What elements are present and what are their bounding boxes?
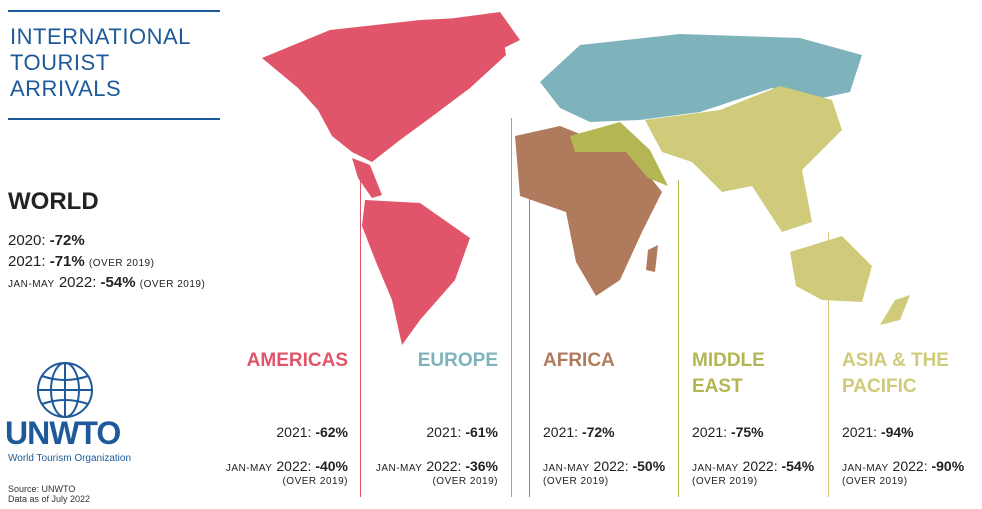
source-line: Data as of July 2022 bbox=[8, 494, 91, 504]
region-name-line: ASIA & THE bbox=[842, 350, 949, 371]
note: (OVER 2019) bbox=[842, 476, 908, 487]
region-name-line: AMERICAS bbox=[246, 350, 348, 371]
note: (OVER 2019) bbox=[692, 476, 758, 487]
note: (OVER 2019) bbox=[432, 476, 498, 487]
period-prefix: JAN-MAY bbox=[375, 463, 423, 474]
middle-east-map bbox=[570, 122, 668, 186]
title-line: TOURIST bbox=[10, 50, 110, 75]
year-label: 2021: bbox=[426, 424, 462, 440]
africa-map bbox=[515, 126, 662, 296]
year-label: 2022: bbox=[742, 458, 778, 474]
year-label: 2021: bbox=[8, 253, 46, 270]
title-line: ARRIVALS bbox=[10, 76, 122, 101]
year-label: 2022: bbox=[276, 458, 312, 474]
logo-globe bbox=[37, 362, 93, 418]
stat-2022: JAN-MAY 2022: -90% bbox=[842, 458, 970, 474]
region-name: AFRICA bbox=[543, 348, 671, 402]
source-line: Source: UNWTO bbox=[8, 484, 76, 494]
note: (OVER 2019) bbox=[88, 258, 155, 269]
stat-2022: JAN-MAY 2022: -36% bbox=[350, 458, 498, 474]
region-line bbox=[678, 180, 679, 497]
region-name: ASIA & THE PACIFIC bbox=[842, 348, 970, 402]
stat-2022: JAN-MAY 2022: -54% bbox=[692, 458, 820, 474]
region: AMERICAS 2021: -62% JAN-MAY 2022: -40% (OVE… bbox=[200, 348, 348, 487]
change-value: -61% bbox=[465, 424, 498, 440]
region: AFRICA 2021: -72% JAN-MAY 2022: -50% (OVER … bbox=[543, 348, 671, 487]
period-prefix: JAN-MAY bbox=[225, 463, 273, 474]
stat-2022: JAN-MAY 2022: -40% bbox=[200, 458, 348, 474]
title-rule bbox=[8, 10, 220, 12]
logo-name: UNWTO bbox=[5, 415, 121, 451]
stat-2021: 2021: -61% bbox=[350, 424, 498, 440]
year-label: 2021: bbox=[543, 424, 579, 440]
change-value: -72% bbox=[49, 232, 85, 249]
region-name-line: MIDDLE bbox=[692, 350, 765, 371]
region: EUROPE 2021: -61% JAN-MAY 2022: -36% (OVER … bbox=[350, 348, 498, 487]
region-line bbox=[529, 196, 530, 497]
world-row: 2021: -71% (OVER 2019) bbox=[8, 253, 154, 270]
region-name: AMERICAS bbox=[200, 348, 348, 402]
change-value: -40% bbox=[315, 458, 348, 474]
americas-map bbox=[262, 12, 520, 345]
year-label: 2022: bbox=[58, 274, 97, 291]
year-label: 2021: bbox=[842, 424, 878, 440]
source: Source: UNWTO Data as of July 2022 bbox=[8, 484, 90, 504]
period-prefix: JAN-MAY bbox=[8, 279, 55, 290]
region-name-line: EUROPE bbox=[417, 350, 498, 371]
region-name-line: AFRICA bbox=[543, 350, 615, 371]
period-prefix: JAN-MAY bbox=[543, 463, 590, 474]
year-label: 2022: bbox=[892, 458, 928, 474]
change-value: -71% bbox=[49, 253, 85, 270]
stat-2022: JAN-MAY 2022: -50% bbox=[543, 458, 671, 474]
region: MIDDLE EAST 2021: -75% JAN-MAY 2022: -54% (O… bbox=[692, 348, 820, 487]
year-label: 2020: bbox=[8, 232, 46, 249]
stat-2021: 2021: -62% bbox=[200, 424, 348, 440]
region-line bbox=[360, 172, 361, 497]
logo-subtitle: World Tourism Organization bbox=[8, 453, 132, 464]
change-value: -54% bbox=[781, 458, 815, 474]
year-label: 2022: bbox=[426, 458, 462, 474]
change-value: -62% bbox=[315, 424, 348, 440]
year-label: 2022: bbox=[593, 458, 629, 474]
year-label: 2021: bbox=[276, 424, 312, 440]
note: (OVER 2019) bbox=[282, 476, 348, 487]
period-prefix: JAN-MAY bbox=[842, 463, 889, 474]
change-value: -94% bbox=[880, 424, 914, 440]
year-label: 2021: bbox=[692, 424, 728, 440]
change-value: -72% bbox=[581, 424, 615, 440]
world-heading: WORLD bbox=[8, 188, 99, 215]
stat-2021: 2021: -75% bbox=[692, 424, 820, 440]
region-name-line: PACIFIC bbox=[842, 376, 917, 397]
change-value: -50% bbox=[632, 458, 666, 474]
change-value: -75% bbox=[730, 424, 764, 440]
title-rule bbox=[8, 118, 220, 120]
note: (OVER 2019) bbox=[139, 279, 206, 290]
note: (OVER 2019) bbox=[543, 476, 609, 487]
region-line bbox=[828, 232, 829, 497]
region-name: EUROPE bbox=[350, 348, 498, 402]
region-name-line: EAST bbox=[692, 376, 743, 397]
period-prefix: JAN-MAY bbox=[692, 463, 739, 474]
title-line: INTERNATIONAL bbox=[10, 24, 191, 49]
change-value: -36% bbox=[465, 458, 498, 474]
world-row: 2020: -72% bbox=[8, 232, 85, 249]
stat-2021: 2021: -72% bbox=[543, 424, 671, 440]
title: INTERNATIONAL TOURIST ARRIVALS bbox=[10, 24, 191, 102]
region: ASIA & THE PACIFIC 2021: -94% JAN-MAY 2022:… bbox=[842, 348, 970, 487]
region-line bbox=[511, 118, 512, 497]
stat-2021: 2021: -94% bbox=[842, 424, 970, 440]
world-row: JAN-MAY 2022: -54% (OVER 2019) bbox=[8, 274, 205, 291]
change-value: -90% bbox=[931, 458, 965, 474]
europe-map bbox=[540, 34, 862, 122]
change-value: -54% bbox=[100, 274, 136, 291]
asia-pacific-map bbox=[645, 86, 910, 325]
region-name: MIDDLE EAST bbox=[692, 348, 820, 402]
